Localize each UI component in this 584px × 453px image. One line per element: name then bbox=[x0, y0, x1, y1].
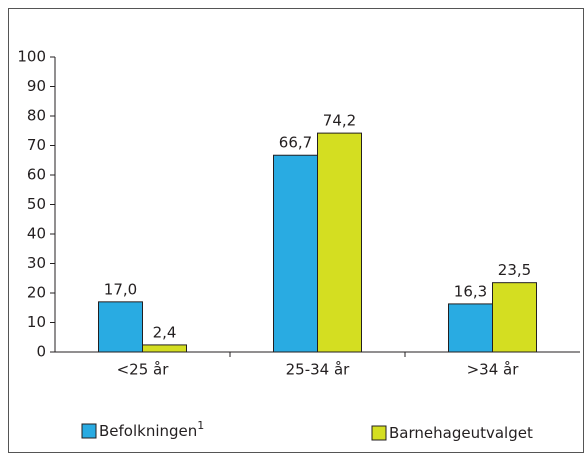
y-tick-label: 80 bbox=[27, 107, 46, 125]
y-tick-label: 30 bbox=[27, 254, 46, 272]
y-tick-label: 90 bbox=[27, 77, 46, 95]
value-label: 23,5 bbox=[498, 261, 531, 279]
legend-label: Befolkningen1 bbox=[99, 419, 204, 440]
bar bbox=[273, 154, 318, 353]
x-tick-label: 25-34 år bbox=[286, 361, 351, 379]
value-label: 74,2 bbox=[323, 112, 356, 130]
legend-swatch bbox=[81, 423, 97, 439]
value-label: 17,0 bbox=[104, 280, 137, 298]
legend-swatch bbox=[371, 425, 387, 441]
bar bbox=[448, 303, 493, 353]
x-tick-label: >34 år bbox=[467, 361, 520, 379]
x-tick-label: <25 år bbox=[117, 361, 170, 379]
y-tick-label: 50 bbox=[27, 195, 46, 213]
value-label: 66,7 bbox=[279, 134, 312, 152]
legend-name: Befolkningen bbox=[99, 422, 197, 440]
y-tick-label: 100 bbox=[17, 48, 46, 66]
bar bbox=[317, 132, 362, 353]
y-tick-label: 40 bbox=[27, 225, 46, 243]
value-label: 2,4 bbox=[153, 323, 177, 341]
legend-name: Barnehageutvalget bbox=[389, 424, 533, 442]
value-label: 16,3 bbox=[454, 282, 487, 300]
legend-label: Barnehageutvalget bbox=[389, 424, 533, 442]
y-tick-label: 0 bbox=[36, 343, 46, 361]
bar bbox=[142, 344, 187, 353]
bar bbox=[98, 301, 143, 353]
y-tick-label: 20 bbox=[27, 284, 46, 302]
y-tick-label: 70 bbox=[27, 136, 46, 154]
legend-footnote: 1 bbox=[197, 419, 204, 432]
y-tick-label: 10 bbox=[27, 313, 46, 331]
bar bbox=[492, 282, 537, 353]
y-tick-label: 60 bbox=[27, 166, 46, 184]
